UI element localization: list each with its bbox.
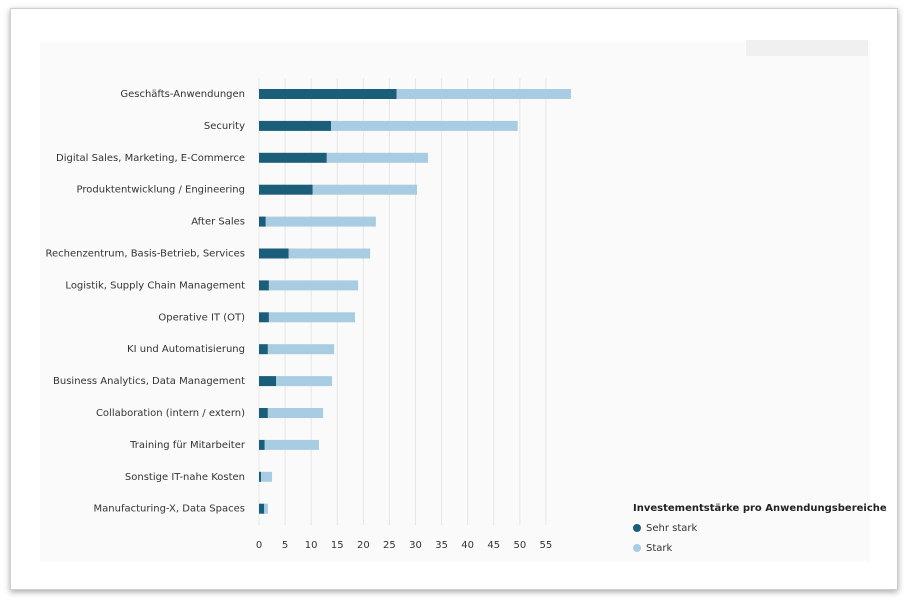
legend-swatch <box>633 524 641 532</box>
bar-segment <box>276 376 333 387</box>
bar-segment <box>264 439 319 450</box>
y-tick-label: Operative IT (OT) <box>158 312 245 323</box>
bar-segment <box>259 439 265 450</box>
x-tick-label: 45 <box>487 540 500 551</box>
y-tick-label: Training für Mitarbeiter <box>129 440 246 451</box>
top-box <box>746 40 868 56</box>
bar-segment <box>261 471 273 482</box>
y-tick-label: Geschäfts-Anwendungen <box>120 89 245 100</box>
x-tick-label: 40 <box>461 540 474 551</box>
y-tick-label: Security <box>204 121 245 132</box>
x-tick-label: 10 <box>305 540 318 551</box>
bar-segment <box>259 503 265 514</box>
bar-segment <box>330 120 518 131</box>
bar-segment <box>264 503 268 514</box>
y-tick-label: Produktentwicklung / Engineering <box>77 185 245 196</box>
bar-segment <box>259 248 289 259</box>
y-tick-label: KI und Automatisierung <box>127 344 245 355</box>
y-tick-label: Manufacturing-X, Data Spaces <box>94 504 245 515</box>
y-tick-label: Business Analytics, Data Management <box>53 376 245 387</box>
x-tick-label: 15 <box>331 540 344 551</box>
x-tick-label: 50 <box>513 540 526 551</box>
bar-segment <box>259 280 269 291</box>
y-tick-label: Digital Sales, Marketing, E-Commerce <box>56 153 245 164</box>
bar-segment <box>259 344 268 355</box>
legend-swatch <box>633 544 641 552</box>
chart-background <box>40 42 870 562</box>
y-tick-label: After Sales <box>191 217 245 228</box>
bar-segment <box>259 89 397 99</box>
y-tick-label: Collaboration (intern / extern) <box>96 408 245 419</box>
bar-segment <box>268 280 359 291</box>
bar-segment <box>259 312 269 323</box>
bar-segment <box>259 152 327 163</box>
bar-segment <box>259 184 313 195</box>
bar-segment <box>259 408 268 418</box>
bar-segment <box>259 120 331 131</box>
x-tick-label: 55 <box>540 540 553 551</box>
legend-label: Stark <box>646 543 673 554</box>
bar-segment <box>396 89 571 99</box>
bar-segment <box>268 312 355 323</box>
bar-segment <box>326 152 429 163</box>
x-tick-label: 30 <box>409 540 422 551</box>
bar-segment <box>265 216 376 227</box>
bar-segment <box>267 408 324 418</box>
bar-segment <box>288 248 371 259</box>
x-tick-label: 5 <box>282 540 288 551</box>
legend-title: Investementstärke pro Anwendungsbereiche <box>633 503 887 514</box>
bar-segment <box>259 471 262 482</box>
bar-segment <box>267 344 335 355</box>
bar-segment <box>259 216 266 227</box>
legend-label: Sehr stark <box>646 523 697 534</box>
x-tick-label: 25 <box>383 540 396 551</box>
y-tick-label: Logistik, Supply Chain Management <box>65 280 245 291</box>
x-tick-label: 0 <box>256 540 262 551</box>
x-tick-label: 20 <box>357 540 370 551</box>
y-tick-label: Sonstige IT-nahe Kosten <box>125 472 245 483</box>
bar-segment <box>312 184 418 195</box>
y-tick-label: Rechenzentrum, Basis-Betrieb, Services <box>46 249 245 260</box>
x-tick-label: 35 <box>435 540 448 551</box>
bar-segment <box>259 376 277 387</box>
